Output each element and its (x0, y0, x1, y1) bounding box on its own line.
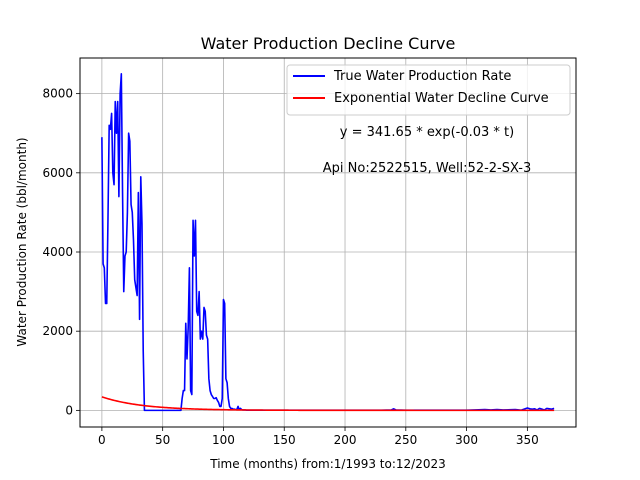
y-tick-label: 8000 (42, 87, 73, 101)
axes-frame (79, 57, 577, 428)
x-tick-label: 350 (516, 433, 539, 447)
y-tick-label: 0 (65, 403, 73, 417)
fit-equation-annotation: y = 341.65 * exp(-0.03 * t) (340, 125, 514, 140)
y-axis-title: Water Production Rate (bbl/month) (15, 137, 29, 346)
well-info-annotation: Api No:2522515, Well:52-2-SX-3 (323, 161, 531, 176)
axis-ticks: 0 50 100 150 200 250 300 350 0 2000 4000 6000 8000 (42, 87, 538, 447)
x-tick-label: 150 (273, 433, 296, 447)
x-tick-label: 250 (394, 433, 417, 447)
x-tick-label: 200 (334, 433, 357, 447)
chart-title: Water Production Decline Curve (201, 34, 456, 53)
y-tick-label: 6000 (42, 166, 73, 180)
x-tick-label: 0 (98, 433, 106, 447)
legend-box (286, 64, 571, 116)
legend-label-true-rate: True Water Production Rate (333, 69, 511, 84)
legend-label-exponential-fit: Exponential Water Decline Curve (334, 91, 549, 106)
y-tick-label: 2000 (42, 324, 73, 338)
x-tick-label: 300 (455, 433, 478, 447)
x-tick-label: 50 (155, 433, 170, 447)
plot-area (101, 73, 555, 412)
x-tick-label: 100 (212, 433, 235, 447)
x-axis-title: Time (months) from:1/1993 to:12/2023 (209, 457, 446, 471)
legend: True Water Production Rate Exponential W… (286, 64, 571, 116)
y-tick-label: 4000 (42, 245, 73, 259)
series-line-exponential-decline-curve (101, 396, 555, 412)
